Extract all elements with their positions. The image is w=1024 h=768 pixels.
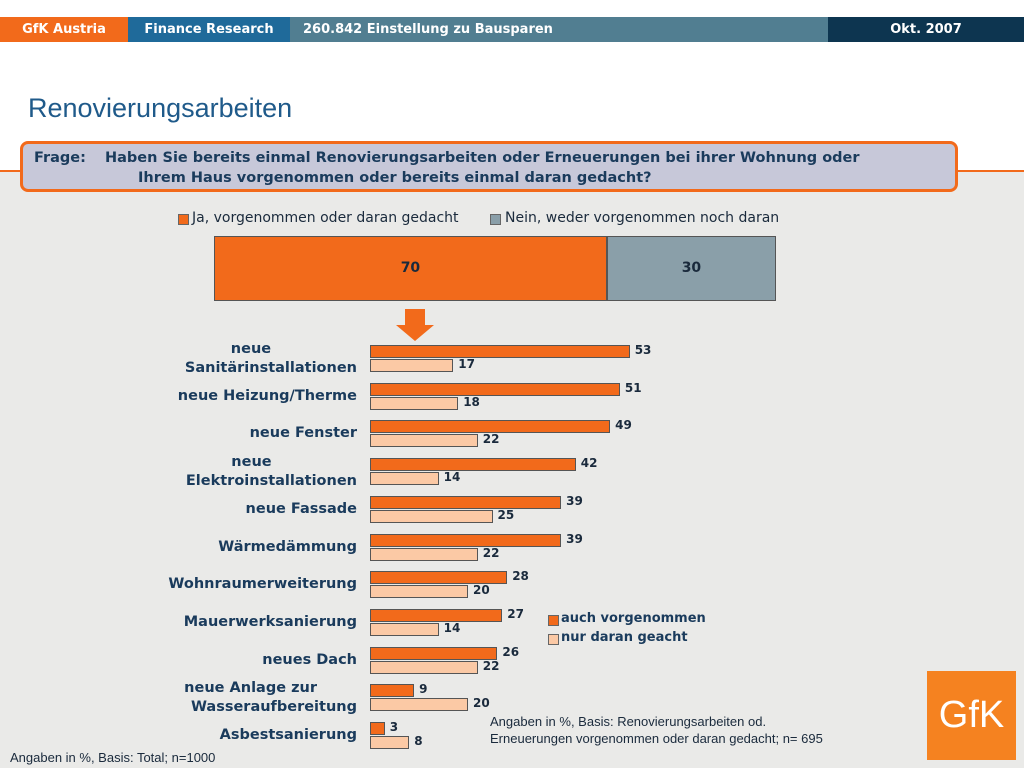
bar-gedacht bbox=[370, 736, 410, 749]
category-label-line: neue Anlage zur bbox=[184, 680, 317, 697]
category-label-line: neue Fassade bbox=[245, 500, 357, 517]
category-label-line: neues Dach bbox=[262, 651, 357, 668]
legend-swatch-ja bbox=[178, 214, 189, 225]
bar-vorgenommen bbox=[370, 382, 620, 396]
value-label-gedacht: 20 bbox=[473, 583, 490, 598]
header-division: Finance Research bbox=[128, 17, 290, 42]
header-bar: GfK Austria Finance Research 260.842 Ein… bbox=[0, 17, 1024, 42]
value-label-vorgenommen: 42 bbox=[580, 456, 598, 471]
category-label-line: neue bbox=[231, 454, 272, 471]
value-label-gedacht: 25 bbox=[497, 507, 515, 522]
bar-gedacht bbox=[370, 585, 468, 599]
category-label-line: Wasseraufbereitung bbox=[190, 699, 357, 716]
value-label-gedacht: 8 bbox=[414, 734, 423, 748]
bar-vorgenommen bbox=[370, 345, 630, 358]
stacked-bar-chart: 70 30 bbox=[214, 236, 776, 301]
question-text-line1: Haben Sie bereits einmal Renovierungsarb… bbox=[105, 150, 860, 166]
legend-label-nein: Nein, weder vorgenommen noch daran bbox=[505, 210, 780, 226]
bar-gedacht bbox=[370, 547, 478, 561]
total-base-note: Angaben in %, Basis: Total; n=1000 bbox=[10, 750, 216, 765]
down-arrow-icon bbox=[396, 309, 434, 341]
category-label-line: Wärmedämmung bbox=[218, 538, 357, 555]
category-label-line: neue Heizung/Therme bbox=[177, 387, 357, 404]
legend-swatch-gedacht bbox=[548, 634, 559, 645]
bar-vorgenommen bbox=[370, 420, 611, 434]
subgroup-base-note-line2: Erneuerungen vorgenommen oder daran geda… bbox=[490, 731, 823, 746]
header-study: 260.842 Einstellung zu Bausparen bbox=[290, 17, 828, 42]
category-label: neue Heizung/Therme bbox=[178, 387, 357, 406]
category-label: neue Fassade bbox=[246, 500, 357, 519]
category-label: Mauerwerksanierung bbox=[184, 613, 357, 632]
bar-gedacht bbox=[370, 396, 459, 410]
value-label-vorgenommen: 9 bbox=[419, 682, 428, 697]
bar-vorgenommen bbox=[370, 608, 503, 622]
legend-label-vorgenommen: auch vorgenommen bbox=[561, 611, 706, 626]
bar-vorgenommen bbox=[370, 722, 385, 735]
bar-gedacht bbox=[370, 359, 454, 372]
value-label-vorgenommen: 3 bbox=[389, 720, 399, 734]
stacked-bar-ja bbox=[214, 236, 608, 301]
subgroup-base-note: Angaben in %, Basis: Renovierungsarbeite… bbox=[490, 713, 823, 747]
bar-gedacht bbox=[370, 434, 478, 448]
category-label-line: neue Fenster bbox=[249, 425, 357, 442]
subgroup-base-note-line1: Angaben in %, Basis: Renovierungsarbeite… bbox=[490, 714, 767, 729]
value-label-gedacht: 22 bbox=[482, 545, 500, 560]
bar-vorgenommen bbox=[370, 646, 498, 660]
value-label-vorgenommen: 39 bbox=[566, 493, 583, 508]
value-label-gedacht: 22 bbox=[482, 658, 500, 673]
category-label-line: Elektroinstallationen bbox=[185, 473, 357, 490]
value-label-vorgenommen: 39 bbox=[566, 531, 583, 546]
stacked-bar-nein-label: 30 bbox=[681, 260, 702, 276]
value-label-vorgenommen: 26 bbox=[502, 644, 520, 659]
category-label-line: Sanitärinstallationen bbox=[184, 360, 357, 376]
category-label: Wärmedämmung bbox=[218, 538, 357, 557]
header-company: GfK Austria bbox=[0, 17, 128, 42]
value-label-vorgenommen: 49 bbox=[615, 418, 632, 433]
legend-swatch-vorgenommen bbox=[548, 615, 559, 626]
value-label-vorgenommen: 28 bbox=[512, 569, 529, 584]
category-label: neue Anlage zur Wasseraufbereitung bbox=[184, 679, 357, 717]
category-label-line: neue bbox=[230, 341, 272, 357]
value-label-gedacht: 22 bbox=[482, 432, 500, 447]
category-label: neue Elektroinstallationen bbox=[186, 453, 357, 491]
value-label-gedacht: 20 bbox=[473, 696, 490, 711]
category-label: neue Sanitärinstallationen bbox=[185, 340, 357, 378]
bar-gedacht bbox=[370, 509, 493, 523]
value-label-gedacht: 17 bbox=[458, 357, 475, 371]
bar-vorgenommen bbox=[370, 533, 562, 547]
stacked-bar-ja-label: 70 bbox=[400, 260, 421, 276]
stacked-bar-nein bbox=[607, 236, 776, 301]
value-label-gedacht: 14 bbox=[443, 470, 461, 485]
category-label-line: Mauerwerksanierung bbox=[183, 613, 357, 630]
bar-gedacht bbox=[370, 698, 468, 712]
category-label: neues Dach bbox=[262, 651, 357, 670]
category-label-line: Asbestsanierung bbox=[219, 727, 357, 743]
page-title: Renovierungsarbeiten bbox=[28, 93, 293, 123]
category-label: Wohnraumerweiterung bbox=[168, 575, 357, 594]
question-text-line2: Ihrem Haus vorgenommen oder bereits einm… bbox=[138, 170, 652, 186]
bar-vorgenommen bbox=[370, 571, 508, 585]
bar-gedacht bbox=[370, 660, 478, 674]
category-label-line: Wohnraumerweiterung bbox=[168, 576, 357, 593]
bar-vorgenommen bbox=[370, 684, 415, 698]
legend-label-gedacht: nur daran geacht bbox=[561, 630, 688, 645]
bar-gedacht bbox=[370, 622, 439, 636]
bar-gedacht bbox=[370, 472, 439, 486]
question-box: Frage: Haben Sie bereits einmal Renovier… bbox=[20, 141, 958, 192]
value-label-gedacht: 18 bbox=[463, 394, 480, 409]
value-label-vorgenommen: 51 bbox=[624, 380, 642, 395]
value-label-vorgenommen: 53 bbox=[634, 343, 652, 357]
gfk-logo: GfK bbox=[927, 671, 1016, 760]
legend-label-ja: Ja, vorgenommen oder daran gedacht bbox=[192, 210, 459, 226]
value-label-vorgenommen: 27 bbox=[507, 606, 524, 621]
value-label-gedacht: 14 bbox=[443, 620, 461, 635]
question-label: Frage: bbox=[34, 150, 86, 166]
category-label: Asbestsanierung bbox=[220, 726, 357, 745]
header-date: Okt. 2007 bbox=[828, 17, 1024, 42]
bar-vorgenommen bbox=[370, 458, 576, 472]
bar-vorgenommen bbox=[370, 495, 562, 509]
category-label: neue Fenster bbox=[250, 424, 357, 443]
legend-swatch-nein bbox=[490, 214, 501, 225]
